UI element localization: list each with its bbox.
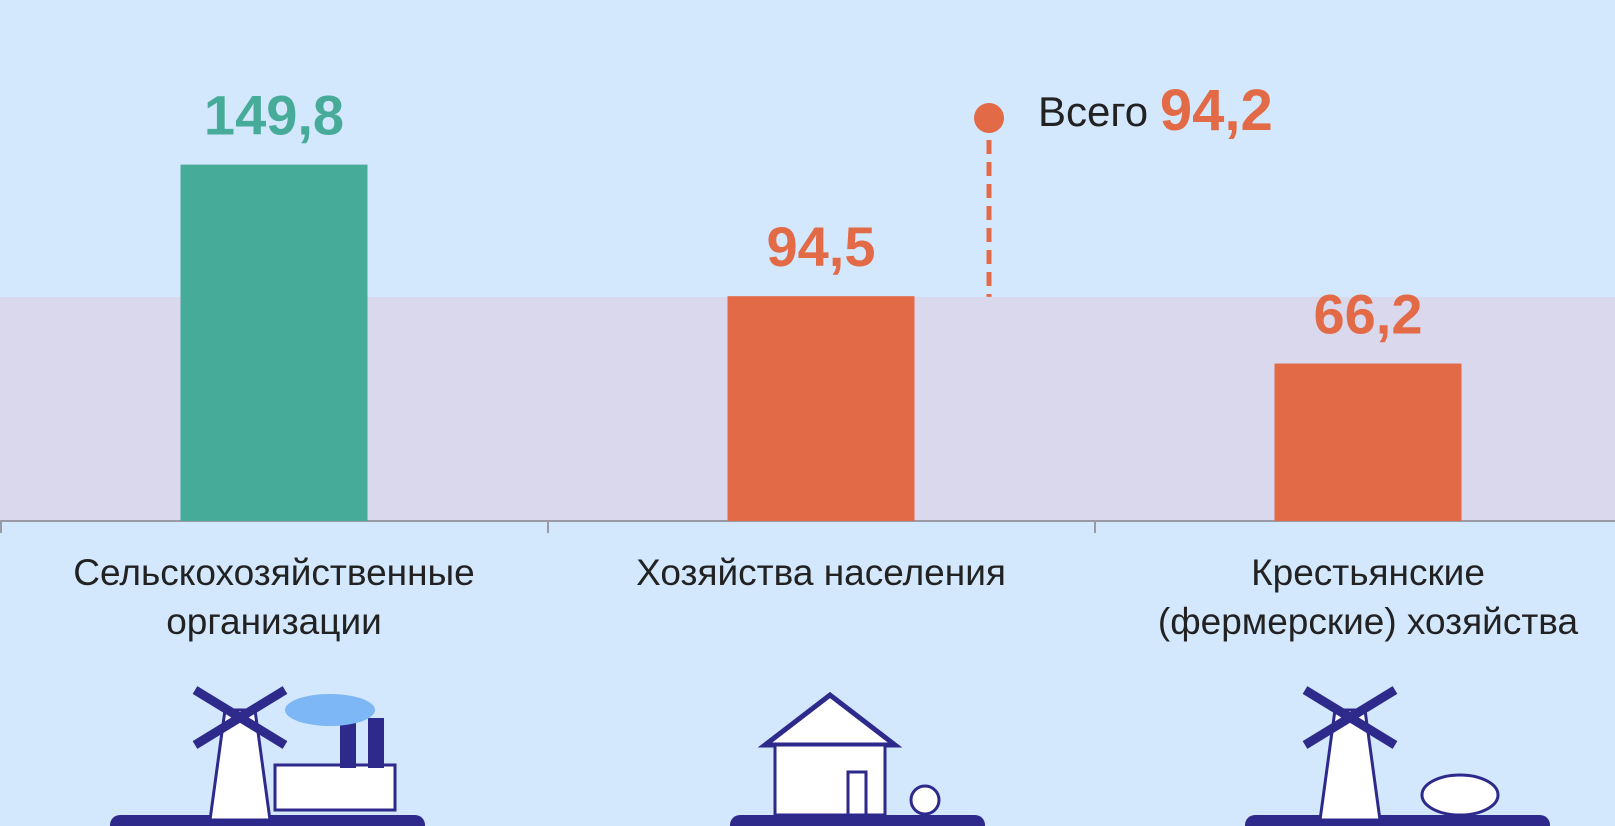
value-label: 66,2 [1314,282,1423,345]
bar [727,296,915,521]
total-marker-dot [974,103,1004,133]
value-label: 94,5 [767,215,876,278]
icons [110,686,1550,826]
value-label: 149,8 [204,83,344,146]
x-tick-label: Хозяйства населения [636,552,1006,593]
bar [1274,363,1462,521]
bar [180,164,368,522]
total-value-label: 94,2 [1160,78,1273,143]
total-label: Всего 94,2 [1038,78,1273,143]
x-tick-label: Сельскохозяйственные организации [73,552,475,642]
total-label-text: Всего [1038,88,1148,135]
x-tick-label: Крестьянские (фермерские) хозяйства [1157,552,1579,642]
